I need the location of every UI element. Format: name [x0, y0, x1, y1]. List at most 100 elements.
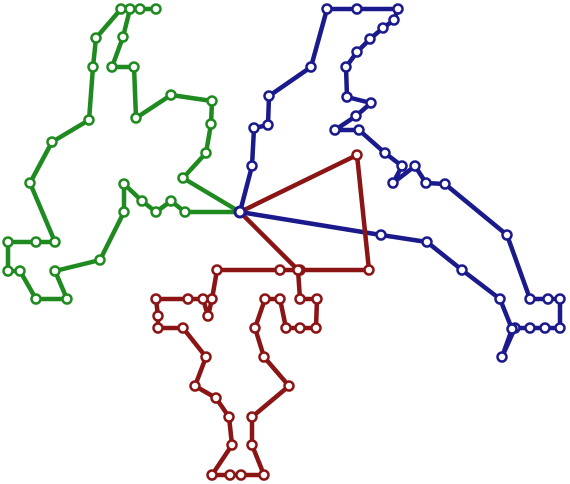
route-1-stop — [94, 254, 106, 266]
route-1-stop — [83, 114, 95, 126]
route-2-stop — [501, 229, 513, 241]
route-1-stop — [14, 265, 26, 277]
route-3-stop — [294, 293, 306, 305]
route-3-stop — [311, 293, 323, 305]
route-1-stop — [130, 112, 142, 124]
route-2-stop — [456, 264, 468, 276]
route-3-stop — [206, 293, 218, 305]
route-lines — [5, 6, 563, 478]
route-1-stop — [136, 195, 148, 207]
route-3-stop — [246, 439, 258, 451]
route-2-stop — [341, 91, 353, 103]
route-3-stop — [274, 264, 286, 276]
route-1-stop — [117, 31, 129, 43]
route-1-stop — [106, 61, 118, 73]
route-3-stop — [294, 322, 306, 334]
route-2-stop — [353, 124, 365, 136]
route-2-stop — [351, 3, 363, 15]
route-2-stop — [542, 293, 554, 305]
route-2-stop — [246, 160, 258, 172]
route-3-stop — [224, 469, 236, 481]
route-1-stop — [49, 265, 61, 277]
route-3-stop — [152, 322, 164, 334]
route-2-stop — [387, 177, 399, 189]
route-3-stop — [310, 322, 322, 334]
route-3-stop — [182, 293, 194, 305]
route-1-stop — [165, 89, 177, 101]
route-1-stop — [2, 236, 14, 248]
route-1-stop — [90, 32, 102, 44]
route-2-stop — [396, 160, 408, 172]
route-2-stop — [496, 351, 508, 363]
route-3-stop — [235, 469, 247, 481]
route-3-stop — [152, 310, 164, 322]
depot-node — [233, 205, 247, 219]
route-3-stop — [226, 439, 238, 451]
route-2-stop — [539, 322, 551, 334]
route-2-stop — [494, 293, 506, 305]
route-1-stop — [61, 293, 73, 305]
route-2-stop — [375, 229, 387, 241]
route-1-stop — [150, 206, 162, 218]
route-3-stop — [223, 411, 235, 423]
route-2-stop — [364, 33, 376, 45]
route-1-stop — [200, 147, 212, 159]
route-2-stop — [388, 14, 400, 26]
route-stops — [2, 3, 566, 481]
route-3-stop — [259, 293, 271, 305]
route-1-stop — [150, 3, 162, 15]
route-1-stop — [177, 172, 189, 184]
route-3-stop — [246, 411, 258, 423]
route-2-stop — [340, 61, 352, 73]
route-3-stop — [351, 149, 363, 161]
route-2-stop — [350, 110, 362, 122]
route-1-stop — [118, 206, 130, 218]
route-2-stop — [351, 46, 363, 58]
route-3-stop — [363, 264, 375, 276]
route-1-stop — [205, 118, 217, 130]
route-3-stop — [249, 322, 261, 334]
route-3-stop — [274, 293, 286, 305]
route-3-stop — [202, 310, 214, 322]
route-1-stop — [24, 177, 36, 189]
route-2-stop — [377, 22, 389, 34]
route-2-stop — [554, 322, 566, 334]
route-3-stop — [189, 380, 201, 392]
route-2-stop — [409, 160, 421, 172]
route-1-stop — [30, 293, 42, 305]
route-2-stop — [379, 147, 391, 159]
route-1-stop — [87, 61, 99, 73]
route-2-stop — [420, 177, 432, 189]
route-3-stop — [258, 351, 270, 363]
route-1-stop — [128, 61, 140, 73]
route-1-stop — [2, 265, 14, 277]
route-3-stop — [177, 322, 189, 334]
route-2-stop — [421, 236, 433, 248]
route-3-stop — [211, 264, 223, 276]
route-3-stop — [197, 293, 209, 305]
route-1-stop — [115, 3, 127, 15]
route-1-stop — [124, 3, 136, 15]
route-1-stop — [179, 206, 191, 218]
route-1-stop — [206, 95, 218, 107]
route-3-stop — [258, 469, 270, 481]
route-3-stop — [280, 322, 292, 334]
route-3-stop — [292, 264, 304, 276]
route-2-stop — [263, 90, 275, 102]
route-3-stop — [206, 469, 218, 481]
depot-node — [233, 205, 247, 219]
route-2-stop — [524, 293, 536, 305]
route-2-line — [237, 6, 563, 360]
route-3-line — [153, 152, 372, 478]
route-2-stop — [248, 122, 260, 134]
route-1-stop — [49, 236, 61, 248]
route-2-stop — [524, 322, 536, 334]
route-1-stop — [134, 3, 146, 15]
route-2-stop — [392, 3, 404, 15]
route-2-stop — [365, 97, 377, 109]
route-1-stop — [118, 178, 130, 190]
route-3-stop — [200, 351, 212, 363]
route-2-stop — [321, 3, 333, 15]
route-2-stop — [506, 323, 518, 335]
